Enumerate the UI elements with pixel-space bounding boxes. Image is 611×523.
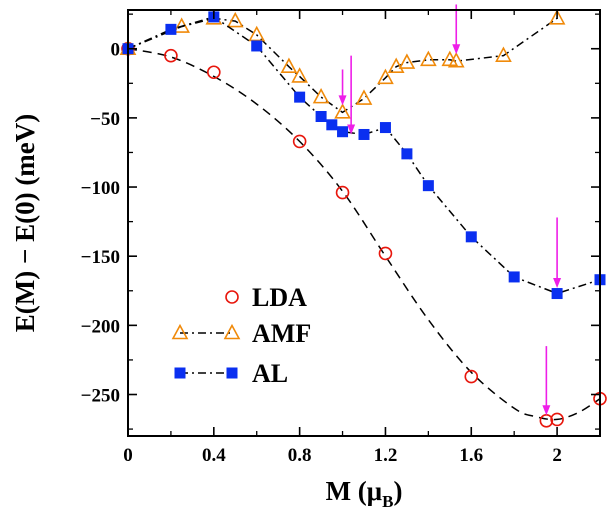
legend-label-al: AL [252, 359, 288, 388]
data-point-amf [226, 11, 244, 28]
data-point-al [422, 180, 434, 192]
x-tick-label: 1.6 [459, 445, 483, 466]
y-tick-label: 0 [111, 40, 121, 61]
data-point-amf [548, 9, 566, 25]
x-axis-title-subscript: B [382, 492, 393, 511]
x-tick-label: 0.8 [288, 445, 312, 466]
x-tick-label: 0.4 [202, 445, 226, 466]
legend-marker-lda [225, 290, 239, 304]
arrow-head [553, 278, 562, 289]
data-point-amf [420, 50, 437, 67]
data-point-amf [312, 87, 330, 104]
legend-marker-amf [223, 323, 241, 340]
x-tick-label: 1.2 [374, 445, 398, 466]
data-point-al [294, 91, 306, 103]
legend-label-lda: LDA [252, 283, 307, 312]
data-point-lda [464, 369, 479, 384]
legend: LDA AMF AL [171, 283, 311, 388]
data-point-amf [447, 51, 465, 68]
arrows [338, 4, 562, 416]
data-point-amf [441, 50, 459, 67]
series-lda [121, 41, 607, 428]
x-tick-label: 2 [552, 445, 562, 466]
data-point-amf [280, 57, 298, 74]
data-point-amf [248, 25, 266, 42]
legend-marker-al [174, 367, 186, 379]
y-tick-label: −200 [81, 316, 120, 337]
data-point-amf [334, 103, 351, 119]
y-tick-label: −150 [81, 247, 120, 268]
y-tick-label: −250 [81, 386, 120, 407]
y-tick-label: −50 [90, 109, 120, 130]
plot-frame [127, 9, 601, 437]
data-point-lda [164, 48, 178, 63]
legend-item-al: AL [174, 359, 288, 388]
y-tick-label: −100 [81, 178, 120, 199]
data-point-lda [378, 246, 393, 261]
data-point-amf [377, 68, 394, 85]
data-point-lda [550, 412, 564, 427]
data-point-al [337, 126, 349, 138]
data-point-amf [387, 57, 405, 74]
data-point-al [465, 231, 477, 243]
arrow-head [452, 44, 461, 55]
x-tick-label: 0 [123, 445, 133, 466]
plot-layer [119, 4, 607, 428]
legend-label-amf: AMF [252, 319, 311, 348]
data-point-lda [335, 185, 350, 200]
data-point-al [358, 128, 370, 140]
data-point-lda [292, 134, 307, 149]
series-line-al [127, 16, 601, 295]
legend-item-amf: AMF [171, 319, 311, 348]
arrow-head [347, 124, 356, 135]
data-point-amf [291, 67, 308, 83]
data-point-amf [398, 53, 416, 69]
data-point-amf [355, 89, 373, 105]
series-line-lda [127, 47, 601, 421]
arrow-head [338, 95, 347, 106]
arrow-head [542, 405, 551, 416]
data-point-al [401, 148, 413, 160]
series-al [122, 11, 606, 300]
x-axis-title-main: M (μ [326, 476, 383, 506]
data-point-al [326, 119, 338, 131]
data-point-amf [495, 46, 512, 62]
data-point-al [251, 40, 263, 52]
data-point-al [379, 122, 391, 134]
data-point-al [315, 111, 327, 122]
data-point-al [165, 23, 177, 35]
data-point-lda [207, 65, 221, 80]
legend-marker-al [226, 367, 238, 379]
data-point-al [551, 288, 563, 300]
y-axis-title: E(M) − E(0) (meV) [10, 114, 40, 333]
x-axis-title-close: ) [393, 476, 402, 506]
legend-item-lda: LDA [225, 283, 307, 312]
x-axis-title: M (μB) [326, 476, 403, 511]
legend-marker-amf [171, 323, 189, 340]
ticks-layer: 0 0.4 0.8 1.2 1.6 2 0 −50 −100 −150 −200 −250 [81, 10, 601, 466]
data-point-al [508, 271, 520, 283]
